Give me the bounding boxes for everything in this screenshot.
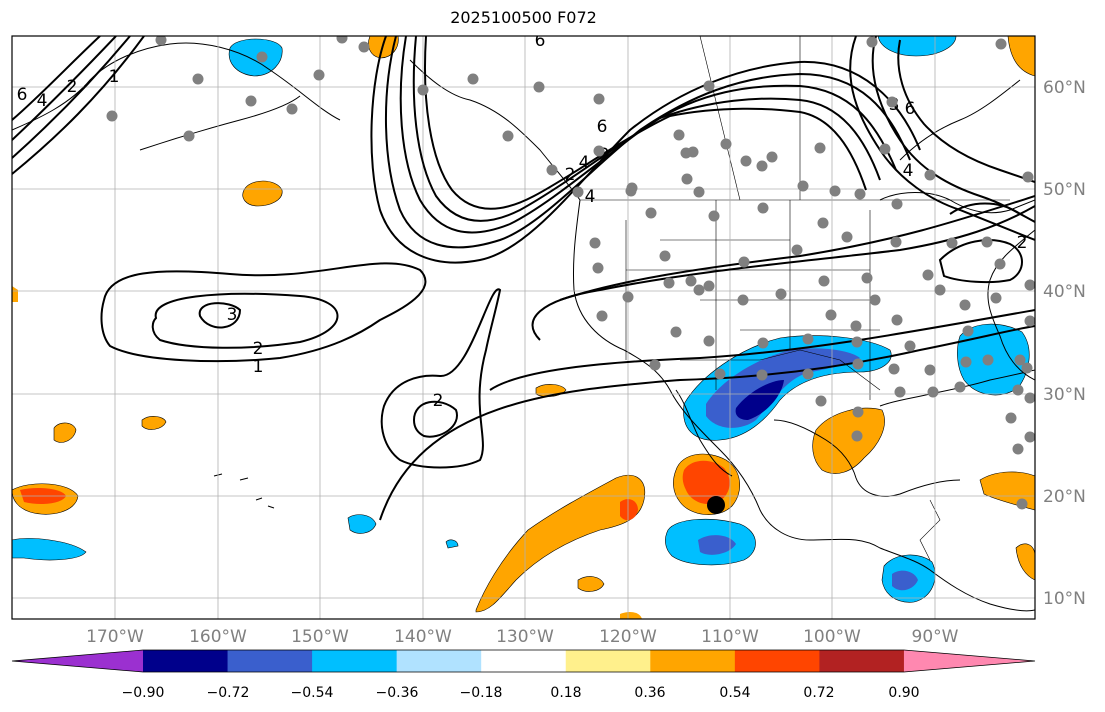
colorbar-segment bbox=[227, 650, 313, 672]
height-contours bbox=[12, 36, 1035, 521]
colorbar-segment bbox=[312, 650, 398, 672]
longitude-axis: 170°W 160°W 150°W 140°W 130°W 120°W 110°… bbox=[86, 627, 959, 647]
colorbar-segment bbox=[650, 650, 736, 672]
colorbar-tick-label: −0.18 bbox=[460, 685, 503, 701]
colorbar bbox=[11, 649, 1036, 673]
map-background bbox=[12, 36, 1035, 619]
contour-label: 3 bbox=[227, 305, 238, 325]
station-markers bbox=[106, 36, 1035, 510]
longitude-label: 160°W bbox=[189, 627, 247, 647]
contour-label: 6 bbox=[597, 117, 608, 137]
contour-label: 2 bbox=[433, 391, 444, 411]
contour-label: 1 bbox=[109, 67, 120, 87]
colorbar-tick-label: 0.72 bbox=[803, 685, 834, 701]
colorbar-tick-label: −0.54 bbox=[291, 685, 334, 701]
contour-label: 3 bbox=[599, 145, 610, 165]
latitude-label: 60°N bbox=[1043, 78, 1086, 98]
contour-label: 6 bbox=[905, 99, 916, 119]
contour-label: 6 bbox=[17, 85, 28, 105]
contour-label: 4 bbox=[585, 187, 596, 207]
colorbar-outline bbox=[11, 649, 1036, 673]
contour-label: 2 bbox=[565, 165, 576, 185]
contour-label: 6 bbox=[535, 31, 546, 51]
longitude-label: 90°W bbox=[912, 627, 959, 647]
latitude-label: 30°N bbox=[1043, 385, 1086, 405]
longitude-label: 110°W bbox=[701, 627, 759, 647]
contour-label: 4 bbox=[903, 161, 914, 181]
colorbar-tick-label: −0.36 bbox=[376, 685, 419, 701]
latitude-label: 10°N bbox=[1043, 589, 1086, 609]
contour-label: 4 bbox=[37, 91, 48, 111]
colorbar-tick-label: 0.90 bbox=[888, 685, 919, 701]
latitude-label: 50°N bbox=[1043, 180, 1086, 200]
contour-label: 2 bbox=[1017, 233, 1028, 253]
contour-label: 4 bbox=[579, 153, 590, 173]
colorbar-tick-labels: −0.90 −0.72 −0.54 −0.36 −0.18 0.18 0.36 … bbox=[122, 685, 920, 701]
contour-label: 2 bbox=[67, 77, 78, 97]
colorbar-segment bbox=[734, 650, 820, 672]
colorbar-segment bbox=[819, 650, 905, 672]
colorbar-tick-label: 0.18 bbox=[550, 685, 581, 701]
colorbar-segment bbox=[565, 650, 651, 672]
contour-label: 2 bbox=[253, 339, 264, 359]
longitude-label: 150°W bbox=[291, 627, 349, 647]
map-title: 2025100500 F072 bbox=[450, 8, 597, 27]
latitude-label: 20°N bbox=[1043, 487, 1086, 507]
positive-anomaly-shading bbox=[12, 36, 1035, 619]
longitude-label: 130°W bbox=[496, 627, 554, 647]
colorbar-tick-label: 0.36 bbox=[634, 685, 665, 701]
longitude-label: 140°W bbox=[394, 627, 452, 647]
colorbar-tick-label: −0.90 bbox=[122, 685, 165, 701]
colorbar-segment bbox=[481, 650, 567, 672]
colorbar-segment bbox=[12, 650, 143, 672]
colorbar-segment bbox=[143, 650, 229, 672]
contour-label: 1 bbox=[253, 357, 264, 377]
colorbar-tick-label: −0.72 bbox=[207, 685, 250, 701]
map-frame bbox=[11, 35, 1036, 620]
longitude-label: 120°W bbox=[599, 627, 657, 647]
longitude-label: 170°W bbox=[86, 627, 144, 647]
storm-center-marker bbox=[707, 496, 725, 514]
colorbar-segment bbox=[903, 650, 1035, 672]
latitude-axis: 60°N 50°N 40°N 30°N 20°N 10°N bbox=[1043, 78, 1086, 609]
colorbar-segment bbox=[396, 650, 482, 672]
colorbar-tick-label: 0.54 bbox=[719, 685, 750, 701]
longitude-label: 100°W bbox=[803, 627, 861, 647]
latitude-label: 40°N bbox=[1043, 282, 1086, 302]
